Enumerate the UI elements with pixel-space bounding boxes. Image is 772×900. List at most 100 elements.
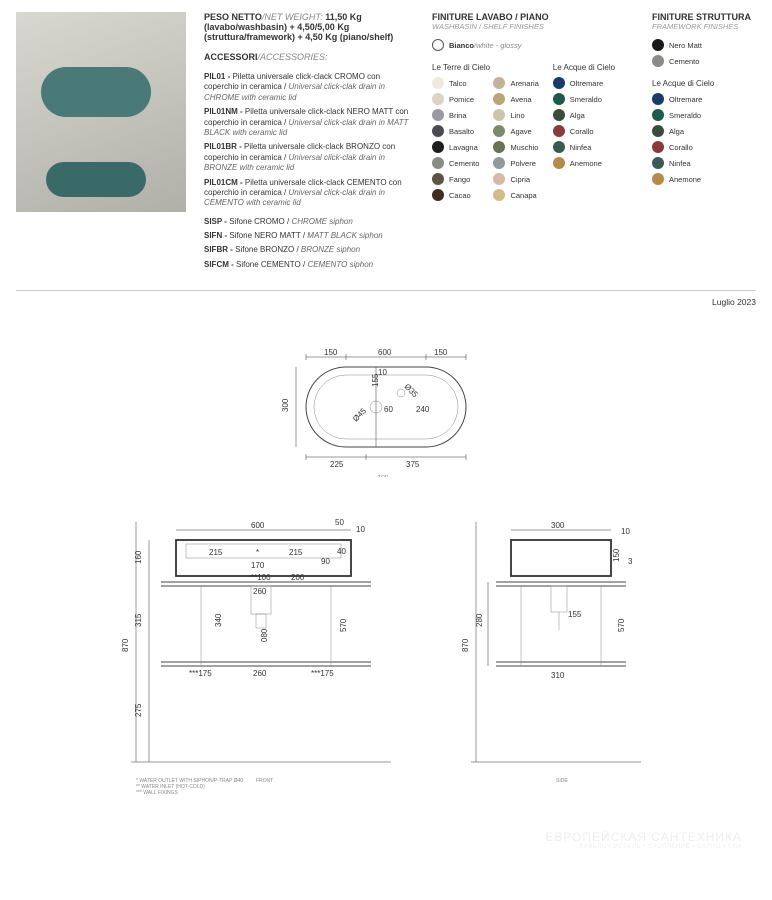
svg-text:**100: **100 <box>251 573 271 582</box>
swatch-row: Talco <box>432 77 479 89</box>
swatch-icon <box>432 189 444 201</box>
svg-text:300: 300 <box>281 398 290 412</box>
swatch-label: Basalto <box>449 127 474 136</box>
swatch-icon <box>553 157 565 169</box>
accessory-item: PIL01BR - Piletta universale click-clack… <box>204 142 414 173</box>
svg-text:10: 10 <box>621 527 630 536</box>
svg-text:155: 155 <box>568 610 582 619</box>
swatch-icon <box>652 141 664 153</box>
swatch-icon <box>652 39 664 51</box>
swatch-icon <box>432 173 444 185</box>
siphon-list: SISP - Sifone CROMO / CHROME siphonSIFN … <box>204 217 414 271</box>
swatch-label: Brina <box>449 111 467 120</box>
struttura-acque-title: Le Acque di Cielo <box>652 79 772 88</box>
swatch-label: Anemone <box>669 175 701 184</box>
swatch-row: Oltremare <box>652 93 772 105</box>
finishes-piano: FINITURE LAVABO / PIANO WASHBASIN / SHEL… <box>432 12 632 274</box>
swatch-icon <box>493 77 505 89</box>
svg-text:*: * <box>256 548 259 557</box>
svg-text:340: 340 <box>214 613 223 627</box>
swatch-row: Pomice <box>432 93 479 105</box>
svg-text:Ø35: Ø35 <box>403 382 420 399</box>
group-acque-title: Le Acque di Cielo <box>553 63 615 72</box>
svg-text:FRONT: FRONT <box>256 778 273 784</box>
svg-text:375: 375 <box>406 460 420 469</box>
finishes-struttura-sub: FRAMEWORK FINISHES <box>652 22 772 31</box>
svg-text:160: 160 <box>134 550 143 564</box>
svg-text:***175: ***175 <box>189 669 212 678</box>
swatch-label: Corallo <box>570 127 594 136</box>
accessories-list: PIL01 - Piletta universale click-clack C… <box>204 72 414 209</box>
swatch-row: Alga <box>553 109 615 121</box>
top-section: PESO NETTO/NET WEIGHT: 11,50 Kg (lavabo/… <box>16 12 756 274</box>
svg-text:10: 10 <box>378 368 387 377</box>
swatch-icon <box>493 173 505 185</box>
svg-text:600: 600 <box>378 348 392 357</box>
swatch-label: Anemone <box>570 159 602 168</box>
swatch-label: Smeraldo <box>669 111 701 120</box>
svg-text:*** WALL FIXINGS: *** WALL FIXINGS <box>136 790 179 796</box>
swatch-row: Fango <box>432 173 479 185</box>
swatch-row: Nero Matt <box>652 39 772 51</box>
swatch-row: Cemento <box>652 55 772 67</box>
swatch-icon <box>493 125 505 137</box>
svg-text:SIDE: SIDE <box>556 778 568 784</box>
swatch-label: Ninfea <box>570 143 592 152</box>
date: Luglio 2023 <box>16 297 756 307</box>
svg-text:TOP: TOP <box>378 475 389 477</box>
svg-text:600: 600 <box>251 521 265 530</box>
swatch-label: Avena <box>510 95 531 104</box>
finishes-piano-title: FINITURE LAVABO / PIANO <box>432 12 632 22</box>
product-photo <box>16 12 186 212</box>
swatch-label: Nero Matt <box>669 41 702 50</box>
swatch-icon <box>493 109 505 121</box>
finishes-struttura-title: FINITURE STRUTTURA <box>652 12 772 22</box>
swatch-row: Muschio <box>493 141 538 153</box>
swatch-icon <box>432 93 444 105</box>
swatch-label: Cipria <box>510 175 530 184</box>
swatch-row: Arenaria <box>493 77 538 89</box>
swatch-icon <box>493 141 505 153</box>
swatch-label: Agave <box>510 127 531 136</box>
diagram-front: 870 160 315 275 600 50 10 215 * 215 <box>116 507 396 797</box>
swatch-label: Ninfea <box>669 159 691 168</box>
swatch-icon <box>432 141 444 153</box>
swatch-label: Fango <box>449 175 470 184</box>
swatch-icon <box>432 125 444 137</box>
swatch-row: Polvere <box>493 157 538 169</box>
swatch-label: Smeraldo <box>570 95 602 104</box>
finishes-struttura: FINITURE STRUTTURA FRAMEWORK FINISHES Ne… <box>652 12 772 274</box>
svg-text:870: 870 <box>461 638 470 652</box>
svg-text:260: 260 <box>253 669 267 678</box>
svg-text:280: 280 <box>475 613 484 627</box>
accessory-item: PIL01 - Piletta universale click-clack C… <box>204 72 414 103</box>
swatch-row: Ninfea <box>553 141 615 153</box>
swatch-row: Oltremare <box>553 77 615 89</box>
swatch-label: Arenaria <box>510 79 538 88</box>
diagram-side: 870 280 300 10 150 3 155 310 570 SIDE <box>456 507 656 797</box>
swatch-icon <box>493 189 505 201</box>
swatch-label: Talco <box>449 79 467 88</box>
swatch-icon <box>652 157 664 169</box>
swatch-row: Anemone <box>652 173 772 185</box>
svg-text:200: 200 <box>291 573 305 582</box>
swatch-label: Oltremare <box>669 95 702 104</box>
swatch-icon <box>553 141 565 153</box>
swatch-row: Alga <box>652 125 772 137</box>
svg-text:60: 60 <box>384 405 393 414</box>
accessory-item: PIL01CM - Piletta universale click-clack… <box>204 178 414 209</box>
swatch-label: Corallo <box>669 143 693 152</box>
swatch-icon <box>652 109 664 121</box>
accessory-item: PIL01NM - Piletta universale click-clack… <box>204 107 414 138</box>
accessories-heading: ACCESSORI/ACCESSORIES: <box>204 52 414 62</box>
svg-text:215: 215 <box>209 548 223 557</box>
svg-text:***175: ***175 <box>311 669 334 678</box>
swatch-row: Agave <box>493 125 538 137</box>
siphon-item: SIFN - Sifone NERO MATT / MATT BLACK sip… <box>204 231 414 241</box>
swatch-icon <box>652 93 664 105</box>
svg-text:225: 225 <box>330 460 344 469</box>
svg-text:150: 150 <box>324 348 338 357</box>
svg-text:300: 300 <box>551 521 565 530</box>
swatch-row: Cipria <box>493 173 538 185</box>
swatch-label: Lino <box>510 111 524 120</box>
